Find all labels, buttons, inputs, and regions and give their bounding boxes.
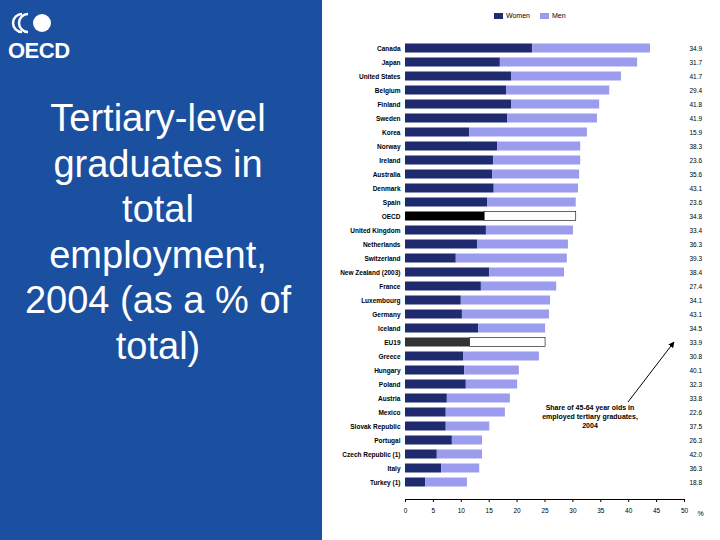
svg-text:Belgium: Belgium xyxy=(375,87,401,95)
svg-text:Switzerland: Switzerland xyxy=(364,255,400,262)
svg-text:36.3: 36.3 xyxy=(690,465,703,472)
svg-text:Netherlands: Netherlands xyxy=(363,241,401,248)
svg-text:Italy: Italy xyxy=(387,465,400,473)
svg-text:France: France xyxy=(379,283,401,290)
svg-text:Mexico: Mexico xyxy=(378,409,400,416)
svg-text:34.1: 34.1 xyxy=(690,297,703,304)
svg-text:Slovak Republic: Slovak Republic xyxy=(350,423,401,431)
svg-text:45: 45 xyxy=(653,507,661,514)
svg-text:Portugal: Portugal xyxy=(374,437,401,445)
svg-text:15: 15 xyxy=(486,507,494,514)
svg-text:43.1: 43.1 xyxy=(690,185,703,192)
svg-text:38.3: 38.3 xyxy=(690,143,703,150)
svg-text:New Zealand (2003): New Zealand (2003) xyxy=(340,269,400,277)
svg-text:United Kingdom: United Kingdom xyxy=(350,227,400,235)
svg-text:Iceland: Iceland xyxy=(378,325,400,332)
html-text:Women: Women xyxy=(506,12,530,19)
html-text:Tertiary-level graduates in to: Tertiary-level graduates in total employ… xyxy=(24,97,292,367)
svg-text:42.0: 42.0 xyxy=(690,451,703,458)
svg-text:15.9: 15.9 xyxy=(690,129,703,136)
svg-text:Austria: Austria xyxy=(378,395,401,402)
svg-text:23.6: 23.6 xyxy=(690,157,703,164)
svg-text:EU19: EU19 xyxy=(384,339,401,346)
svg-text:33.4: 33.4 xyxy=(690,227,703,234)
svg-text:Luxembourg: Luxembourg xyxy=(361,297,400,305)
svg-text:31.7: 31.7 xyxy=(690,59,703,66)
svg-text:Australia: Australia xyxy=(373,171,401,178)
svg-text:29.4: 29.4 xyxy=(690,87,703,94)
svg-text:Germany: Germany xyxy=(372,311,401,319)
svg-text:Japan: Japan xyxy=(382,59,401,67)
svg-text:United States: United States xyxy=(359,73,401,80)
svg-text:0: 0 xyxy=(404,507,408,514)
svg-text:34.8: 34.8 xyxy=(690,213,703,220)
svg-text:Norway: Norway xyxy=(377,143,401,151)
svg-text:38.4: 38.4 xyxy=(690,269,703,276)
html-text:Share of 45-64 year olds in em: Share of 45-64 year olds in employed ter… xyxy=(542,404,638,429)
svg-text:41.8: 41.8 xyxy=(690,101,703,108)
svg-text:30: 30 xyxy=(569,507,577,514)
svg-text:18.8: 18.8 xyxy=(690,479,703,486)
svg-text:25: 25 xyxy=(541,507,549,514)
svg-text:Ireland: Ireland xyxy=(379,157,400,164)
svg-text:Finland: Finland xyxy=(377,101,400,108)
svg-text:Czech Republic (1): Czech Republic (1) xyxy=(342,451,400,459)
svg-text:43.1: 43.1 xyxy=(690,311,703,318)
svg-text:Sweden: Sweden xyxy=(376,115,401,122)
svg-text:Spain: Spain xyxy=(383,199,401,207)
svg-text:41.7: 41.7 xyxy=(690,73,703,80)
svg-text:Denmark: Denmark xyxy=(373,185,401,192)
svg-text:Canada: Canada xyxy=(377,45,401,52)
svg-text:Korea: Korea xyxy=(382,129,401,136)
svg-text:41.9: 41.9 xyxy=(690,115,703,122)
svg-text:OECD: OECD xyxy=(382,213,401,220)
svg-text:40.1: 40.1 xyxy=(690,367,703,374)
svg-text:34.9: 34.9 xyxy=(690,45,703,52)
svg-text:%: % xyxy=(697,510,703,517)
svg-text:39.3: 39.3 xyxy=(690,255,703,262)
svg-text:23.6: 23.6 xyxy=(690,199,703,206)
svg-text:30.8: 30.8 xyxy=(690,353,703,360)
svg-text:32.3: 32.3 xyxy=(690,381,703,388)
svg-text:33.9: 33.9 xyxy=(690,339,703,346)
svg-text:26.3: 26.3 xyxy=(690,437,703,444)
svg-text:20: 20 xyxy=(513,507,521,514)
svg-text:Hungary: Hungary xyxy=(374,367,401,375)
svg-text:50: 50 xyxy=(681,507,689,514)
svg-text:33.8: 33.8 xyxy=(690,395,703,402)
svg-text:37.5: 37.5 xyxy=(690,423,703,430)
svg-text:Poland: Poland xyxy=(379,381,401,388)
svg-text:36.3: 36.3 xyxy=(690,241,703,248)
svg-text:22.6: 22.6 xyxy=(690,409,703,416)
html-text:OECD: OECD xyxy=(8,38,70,63)
svg-text:35: 35 xyxy=(597,507,605,514)
svg-text:10: 10 xyxy=(458,507,466,514)
svg-text:40: 40 xyxy=(625,507,633,514)
html-text:Men: Men xyxy=(552,12,566,19)
svg-text:34.5: 34.5 xyxy=(690,325,703,332)
svg-text:Greece: Greece xyxy=(378,353,400,360)
svg-text:27.4: 27.4 xyxy=(690,283,703,290)
svg-text:Turkey (1): Turkey (1) xyxy=(370,479,401,487)
svg-text:5: 5 xyxy=(432,507,436,514)
svg-text:35.6: 35.6 xyxy=(690,171,703,178)
